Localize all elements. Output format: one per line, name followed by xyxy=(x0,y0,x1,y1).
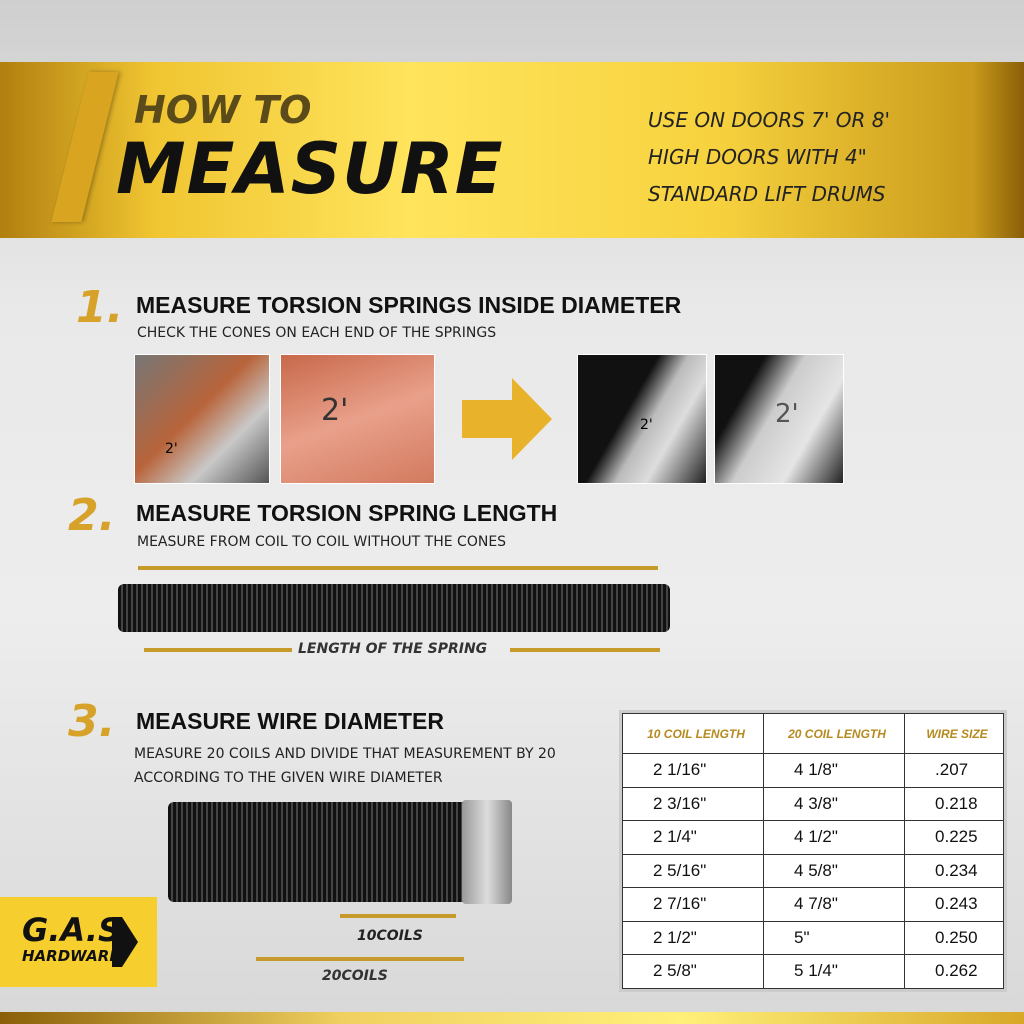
gas-hardware-logo: G.A.S HARDWARE xyxy=(0,897,157,987)
step-subtitle: MEASURE FROM COIL TO COIL WITHOUT THE CO… xyxy=(137,534,507,550)
cone-closeup-photo: 2' xyxy=(280,354,435,484)
table-row: 2 5/16" 4 5/8" 0.234 xyxy=(621,853,1004,888)
table-cell: 0.225 xyxy=(904,820,1004,855)
table-cell: 5" xyxy=(763,920,906,955)
table-row: 2 3/16" 4 3/8" 0.218 xyxy=(621,786,1004,821)
step-number: 1. xyxy=(76,282,124,333)
table-cell: 2 1/16" xyxy=(621,753,765,788)
table-row: 2 1/2" 5" 0.250 xyxy=(621,920,1004,955)
usage-line: STANDARD LIFT DRUMS xyxy=(648,182,886,206)
table-cell: 4 5/8" xyxy=(763,853,906,888)
10-coils-arrow xyxy=(340,914,456,918)
step-title: MEASURE TORSION SPRING LENGTH xyxy=(136,500,558,526)
table-cell: 2 7/16" xyxy=(621,887,765,922)
length-line xyxy=(144,648,292,652)
step-number: 3. xyxy=(68,696,116,747)
spring-image xyxy=(168,802,468,902)
usage-line: HIGH DOORS WITH 4" xyxy=(648,145,867,169)
logo-sub: HARDWARE xyxy=(22,947,120,965)
table-cell: 5 1/4" xyxy=(763,954,906,989)
cone-mark: 2' xyxy=(321,393,349,428)
table-cell: 2 5/8" xyxy=(621,954,765,989)
table-cell: 2 1/4" xyxy=(621,820,765,855)
step-subtitle: ACCORDING TO THE GIVEN WIRE DIAMETER xyxy=(134,770,443,786)
cone-mark: 2' xyxy=(775,399,799,429)
column-header: WIRE SIZE xyxy=(904,713,1004,754)
table-row: 2 7/16" 4 7/8" 0.243 xyxy=(621,887,1004,922)
step-subtitle: CHECK THE CONES ON EACH END OF THE SPRIN… xyxy=(137,325,497,341)
20-coils-label: 20COILS xyxy=(322,968,388,984)
step-title: MEASURE TORSION SPRINGS INSIDE DIAMETER xyxy=(136,292,682,318)
table-cell: 4 3/8" xyxy=(763,786,906,821)
spring-cone-image xyxy=(462,800,512,904)
table-cell: 4 7/8" xyxy=(763,887,906,922)
column-header: 20 COIL LENGTH xyxy=(763,713,906,754)
table-cell: 4 1/2" xyxy=(763,820,906,855)
step-subtitle: MEASURE 20 COILS AND DIVIDE THAT MEASURE… xyxy=(134,746,556,762)
spring-cone-closeup-photo: 2' xyxy=(714,354,844,484)
step-title: MEASURE WIRE DIAMETER xyxy=(136,708,444,734)
table-row: 2 1/4" 4 1/2" 0.225 xyxy=(621,820,1004,855)
usage-line: USE ON DOORS 7' OR 8' xyxy=(648,108,891,132)
cone-photo: 2' xyxy=(134,354,270,484)
table-cell: 0.262 xyxy=(904,954,1004,989)
cone-mark: 2' xyxy=(165,441,178,457)
10-coils-label: 10COILS xyxy=(357,928,423,944)
title-how-to: HOW TO xyxy=(134,88,312,132)
20-coils-arrow xyxy=(256,957,464,961)
table-cell: 2 5/16" xyxy=(621,853,765,888)
header-banner xyxy=(0,62,1024,238)
footer-bar xyxy=(0,1012,1024,1024)
table-cell: 0.218 xyxy=(904,786,1004,821)
title-measure: MEASURE xyxy=(116,128,504,210)
length-line xyxy=(510,648,660,652)
table-row: 2 5/8" 5 1/4" 0.262 xyxy=(621,954,1004,989)
table-cell: 0.243 xyxy=(904,887,1004,922)
table-cell: 0.234 xyxy=(904,853,1004,888)
wire-size-table: 10 COIL LENGTH 20 COIL LENGTH WIRE SIZE … xyxy=(619,710,1007,992)
table-cell: 2 1/2" xyxy=(621,920,765,955)
table-cell: 4 1/8" xyxy=(763,753,906,788)
step-number: 2. xyxy=(68,490,116,541)
logo-name: G.A.S xyxy=(22,911,121,949)
table-cell: 2 3/16" xyxy=(621,786,765,821)
table-row: 2 1/16" 4 1/8" .207 xyxy=(621,753,1004,788)
table-cell: 0.250 xyxy=(904,920,1004,955)
usage-note: USE ON DOORS 7' OR 8' HIGH DOORS WITH 4"… xyxy=(648,102,890,213)
column-header: 10 COIL LENGTH xyxy=(621,713,765,754)
logo-arrow-icon xyxy=(112,917,138,967)
length-line xyxy=(138,566,658,570)
cone-mark: 2' xyxy=(640,417,653,433)
length-label: LENGTH OF THE SPRING xyxy=(298,641,488,657)
spring-cone-photo: 2' xyxy=(577,354,707,484)
arrow-right-icon xyxy=(462,378,552,460)
spring-image xyxy=(118,584,670,632)
table-cell: .207 xyxy=(904,753,1004,788)
